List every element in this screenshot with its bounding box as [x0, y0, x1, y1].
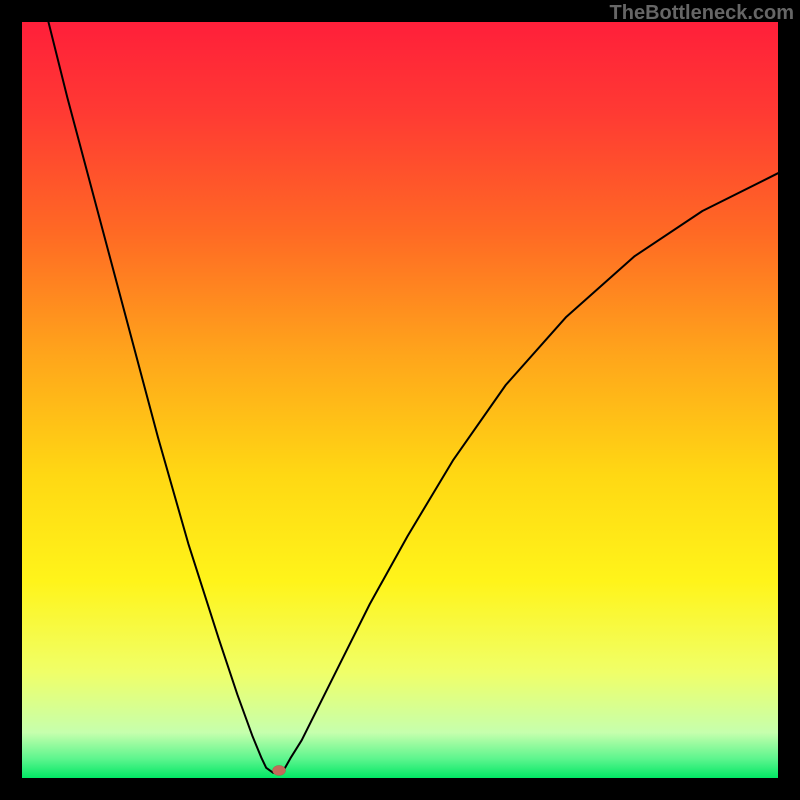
- watermark-text: TheBottleneck.com: [610, 2, 794, 25]
- plot-area: [22, 22, 778, 778]
- bottleneck-curve: [48, 22, 778, 773]
- curve-layer: [22, 22, 778, 778]
- minimum-marker: [273, 765, 286, 775]
